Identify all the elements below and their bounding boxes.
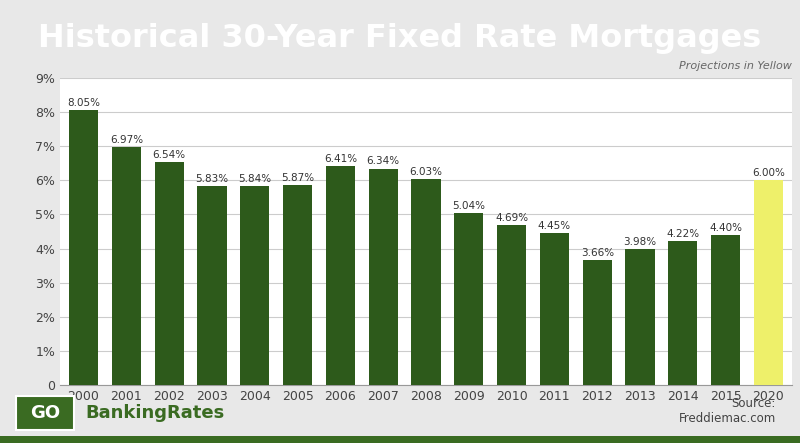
Text: 8.05%: 8.05% (67, 98, 100, 108)
Bar (540, 233, 569, 385)
Bar (326, 166, 355, 385)
Text: Projections in Yellow: Projections in Yellow (679, 62, 792, 71)
Text: 3.66%: 3.66% (581, 248, 614, 258)
Text: 4.22%: 4.22% (666, 229, 699, 239)
Bar (497, 225, 526, 385)
Text: 5.87%: 5.87% (281, 172, 314, 183)
Text: 6.00%: 6.00% (752, 168, 785, 178)
Text: 4.40%: 4.40% (709, 223, 742, 233)
Text: 4.45%: 4.45% (538, 221, 571, 231)
Text: 6.54%: 6.54% (153, 150, 186, 159)
Text: 6.41%: 6.41% (324, 154, 357, 164)
Text: 5.83%: 5.83% (195, 174, 229, 184)
Bar (283, 185, 312, 385)
Text: Source:
Freddiemac.com: Source: Freddiemac.com (678, 397, 776, 425)
Text: 4.69%: 4.69% (495, 213, 528, 223)
Text: 3.98%: 3.98% (623, 237, 657, 247)
Text: 6.03%: 6.03% (410, 167, 442, 177)
Text: Historical 30-Year Fixed Rate Mortgages: Historical 30-Year Fixed Rate Mortgages (38, 23, 762, 54)
Bar (369, 168, 398, 385)
Text: 6.34%: 6.34% (366, 156, 400, 167)
Text: 5.04%: 5.04% (452, 201, 486, 211)
Text: 5.84%: 5.84% (238, 174, 271, 183)
Text: 6.97%: 6.97% (110, 135, 143, 145)
Bar (16, 396, 74, 430)
Bar (0, 436, 800, 443)
Bar (411, 179, 441, 385)
Bar (582, 260, 612, 385)
Bar (711, 235, 740, 385)
Bar (454, 213, 483, 385)
Bar (198, 186, 226, 385)
Bar (69, 110, 98, 385)
Text: BankingRates: BankingRates (86, 404, 225, 422)
Text: GO: GO (30, 404, 60, 422)
Bar (240, 186, 270, 385)
Bar (668, 241, 698, 385)
Bar (754, 180, 783, 385)
Bar (154, 162, 184, 385)
Bar (626, 249, 654, 385)
Bar (112, 147, 141, 385)
